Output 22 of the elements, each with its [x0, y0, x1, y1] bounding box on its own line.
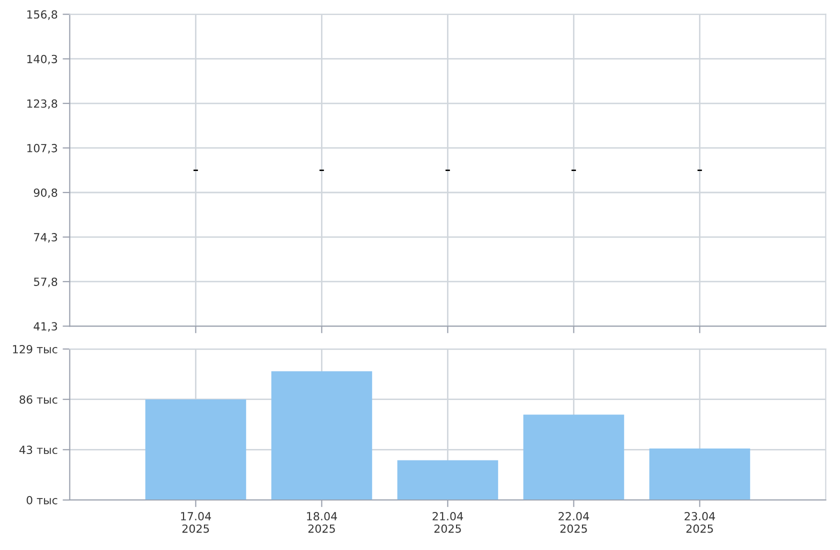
y-tick-label: 86 тыс [20, 395, 58, 404]
x-tick-label: 23.04 2025 [684, 512, 715, 533]
bar [523, 414, 624, 500]
y-tick-label: 107,3 [27, 144, 58, 154]
x-tick-label: 21.04 2025 [432, 512, 463, 533]
y-tick-label: 41,3 [34, 322, 58, 332]
bar [271, 371, 372, 500]
x-tick-label: 18.04 2025 [307, 512, 337, 533]
x-tick-label: 22.04 2025 [558, 512, 589, 533]
y-tick-label: 129 тыс [13, 345, 58, 354]
y-tick-label: 0 тыс [26, 496, 58, 504]
y-tick-label: 90,8 [34, 188, 58, 198]
y-tick-label: 140,3 [27, 54, 58, 64]
y-tick-label: 74,3 [34, 233, 58, 243]
bar [145, 399, 246, 500]
x-tick-label: 17.04 2025 [181, 512, 211, 533]
y-tick-label: 43 тыс [19, 446, 58, 454]
bar [397, 460, 498, 500]
y-tick-label: 123,8 [27, 99, 58, 109]
y-tick-label: 156,8 [27, 10, 58, 20]
y-tick-label: 57,8 [34, 278, 58, 288]
bar [649, 448, 750, 500]
